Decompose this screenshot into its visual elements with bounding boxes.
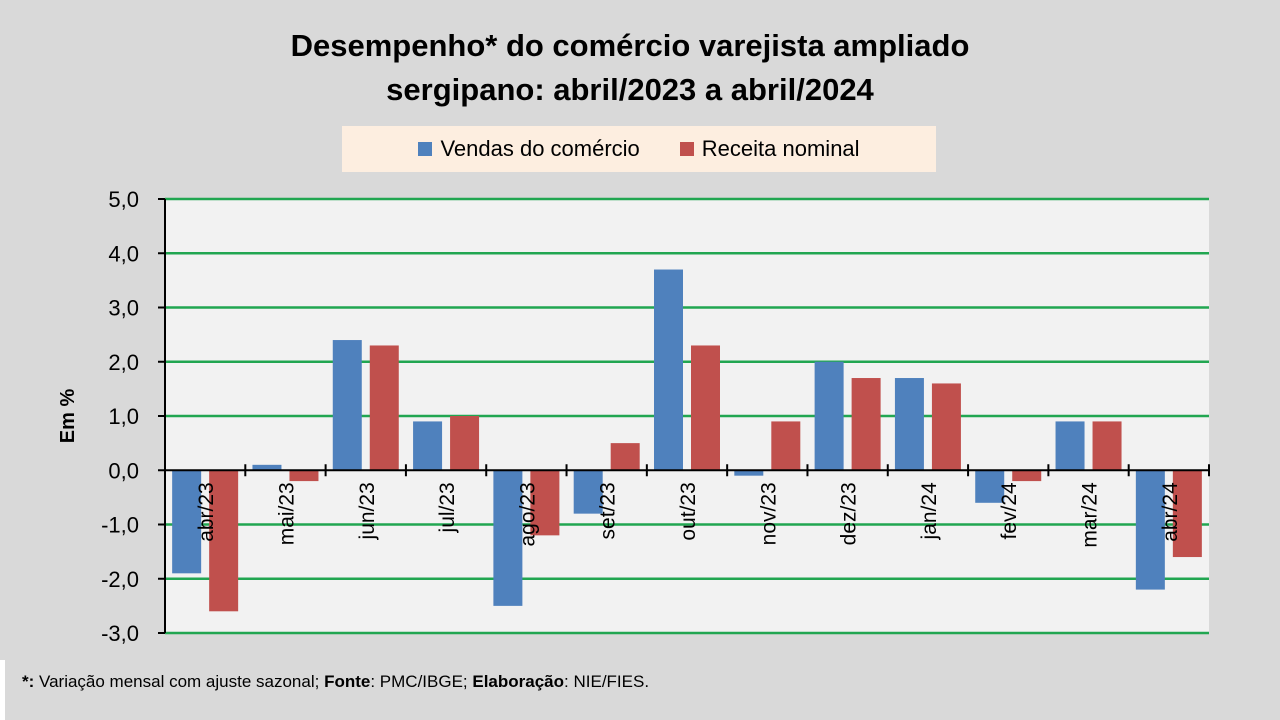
y-tick-label: 3,0 [108, 296, 139, 321]
bar-receita [530, 470, 560, 536]
bar-vendas [1135, 470, 1165, 590]
bar-vendas [975, 470, 1005, 503]
bar-receita [209, 470, 239, 612]
bar-receita [1092, 421, 1122, 471]
x-category-label: mar/24 [1079, 482, 1102, 548]
bar-vendas [573, 470, 603, 514]
bar-vendas [332, 340, 362, 471]
x-category-label: nov/23 [757, 482, 780, 545]
chart-title-line2: sergipano: abril/2023 a abril/2024 [386, 72, 874, 107]
footnote-text2: : PMC/IBGE; [370, 672, 473, 691]
y-tick-label: -2,0 [101, 567, 139, 592]
bar-receita [369, 345, 399, 471]
x-category-label: ago/23 [516, 482, 539, 546]
footnote-elab-label: Elaboração [472, 672, 565, 691]
x-category-label: dez/23 [838, 482, 861, 545]
x-category-label: abr/23 [195, 482, 218, 542]
bar-vendas [814, 361, 844, 471]
y-tick-label: -3,0 [101, 621, 139, 646]
y-axis-label: Em % [57, 389, 79, 444]
legend-label-vendas: Vendas do comércio [440, 136, 640, 161]
footnote-star: *: [22, 672, 35, 691]
footnote: *: Variação mensal com ajuste sazonal; F… [22, 672, 649, 692]
y-tick-label: 5,0 [108, 187, 139, 212]
chart-title: Desempenho* do comércio varejista amplia… [0, 24, 1260, 112]
x-category-label: fev/24 [998, 482, 1021, 540]
bar-receita [610, 443, 640, 471]
bar-vendas [172, 470, 202, 574]
bar-receita [691, 345, 720, 471]
bar-vendas [1055, 421, 1085, 471]
x-category-label: jul/23 [436, 482, 459, 533]
bar-vendas [493, 470, 523, 606]
legend-swatch-receita [679, 142, 694, 156]
y-tick-label: 4,0 [108, 241, 139, 266]
bar-receita [931, 383, 961, 471]
bar-receita [289, 470, 319, 482]
bar-receita [851, 378, 881, 471]
y-tick-label: 1,0 [108, 404, 139, 429]
y-tick-label: -1,0 [101, 513, 139, 538]
x-category-label: jan/24 [918, 482, 941, 541]
bar-vendas [734, 470, 764, 476]
bar-receita [771, 421, 801, 471]
x-category-label: jun/23 [356, 482, 379, 540]
bar-vendas [894, 378, 924, 471]
x-category-label: mai/23 [275, 482, 298, 545]
x-category-label: out/23 [677, 482, 700, 540]
legend-swatch-vendas [418, 142, 433, 156]
footnote-text3: : NIE/FIES. [564, 672, 650, 691]
left-edge-strip [0, 660, 5, 720]
bar-receita [450, 416, 480, 471]
bar-receita [1012, 470, 1042, 482]
legend-label-receita: Receita nominal [701, 136, 860, 161]
legend-item-vendas: Vendas do comércio [418, 136, 640, 162]
x-category-label: set/23 [597, 482, 620, 539]
chart-title-line1: Desempenho* do comércio varejista amplia… [290, 28, 970, 63]
y-tick-label: 2,0 [108, 350, 139, 375]
bar-vendas [654, 269, 683, 471]
legend-item-receita: Receita nominal [679, 136, 860, 162]
legend: Vendas do comércio Receita nominal [342, 126, 936, 172]
footnote-fonte-label: Fonte [324, 672, 371, 691]
bar-receita [1172, 470, 1202, 558]
x-category-label: abr/24 [1159, 482, 1182, 542]
bar-vendas [252, 464, 282, 471]
bar-vendas [413, 421, 443, 471]
y-tick-label: 0,0 [108, 458, 139, 483]
footnote-text1: Variação mensal com ajuste sazonal; [34, 672, 325, 691]
